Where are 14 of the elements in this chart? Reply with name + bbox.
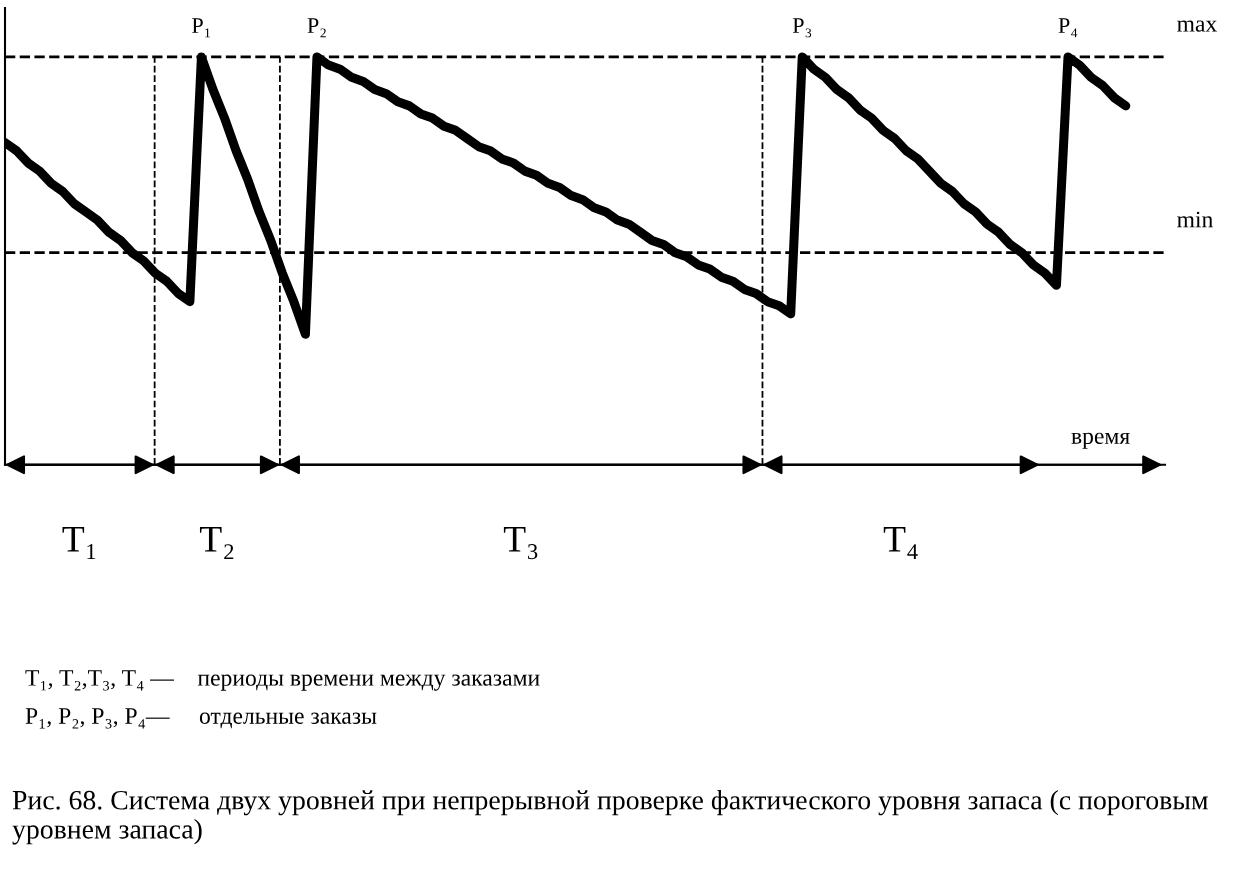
text: T₃: [503, 526, 538, 560]
annotation: P₁: [192, 18, 210, 38]
text: T₄: [883, 526, 918, 560]
text: T₂: [199, 526, 234, 560]
annotation: P₃: [792, 18, 812, 38]
ref-line-label: max: [1177, 20, 1217, 32]
ref-line-label: min: [1177, 211, 1213, 228]
text: T₁: [62, 526, 96, 559]
x-axis-title: время: [1071, 432, 1130, 449]
text: Рис. 68. Система двух уровней при непрерывной проверке фактического уровня запаса (с пороговым уровнем запаса): [12, 790, 1208, 845]
annotation: P₄: [1058, 18, 1078, 38]
annotation: P₂: [307, 18, 326, 38]
text: T₁, T₂,T₃, T₄ — периоды времени между заказами: [25, 670, 540, 691]
text: P₁, P₂, P₃, P₄— отдельные заказы: [25, 708, 377, 729]
